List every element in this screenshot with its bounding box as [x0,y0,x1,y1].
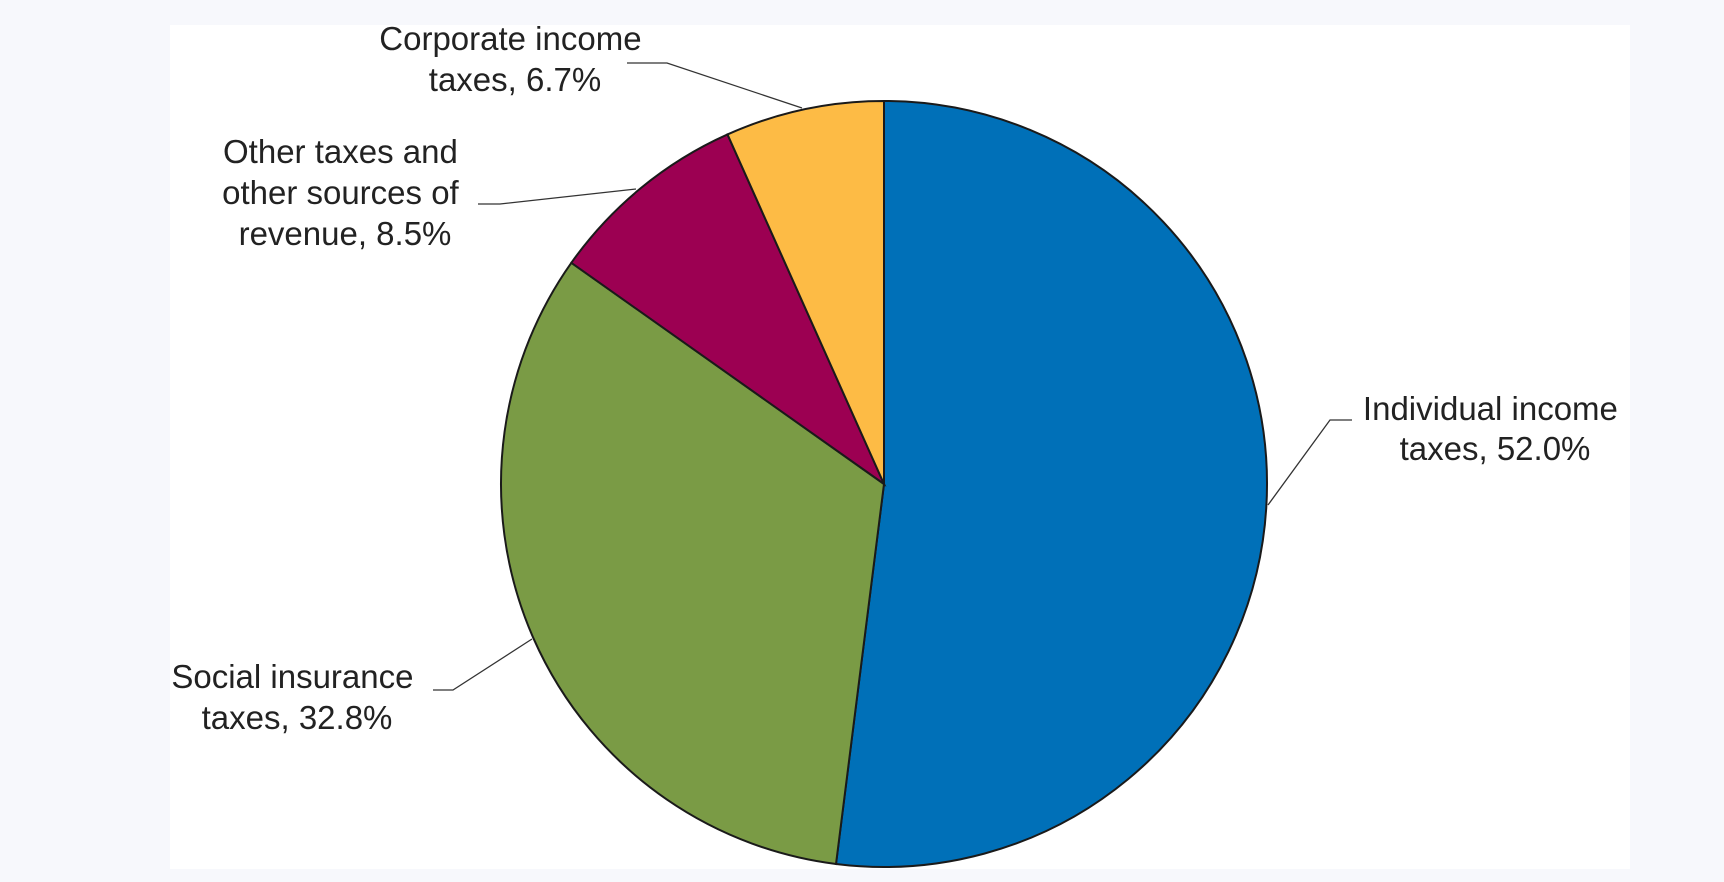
label-social-line1: Social insurance [171,658,413,695]
label-other-line3: revenue, 8.5% [239,215,452,252]
leader-line-other [478,188,637,205]
slice-corporate-income [726,99,885,485]
label-social-line2: taxes, 32.8% [202,699,393,736]
slice-other-taxes [569,133,887,487]
label-individual-income: Individual income taxes, 52.0% [1363,390,1627,467]
slice-individual-income [834,99,1269,868]
label-corporate-line1: Corporate income [379,20,641,57]
pie-slices [500,99,1269,868]
slice-social-insurance [500,261,886,866]
leader-line-corporate [627,62,803,109]
label-individual-line1: Individual income [1363,390,1618,427]
leader-line-individual [1267,419,1352,506]
label-social-insurance: Social insurance taxes, 32.8% [171,658,422,736]
label-corporate-income: Corporate income taxes, 6.7% [379,20,650,98]
label-individual-line2: taxes, 52.0% [1400,430,1591,467]
label-other-line2: other sources of [222,174,459,211]
label-other-taxes: Other taxes and other sources of revenue… [222,133,468,252]
label-corporate-line2: taxes, 6.7% [429,61,601,98]
label-other-line1: Other taxes and [223,133,458,170]
leader-line-social [433,638,533,691]
